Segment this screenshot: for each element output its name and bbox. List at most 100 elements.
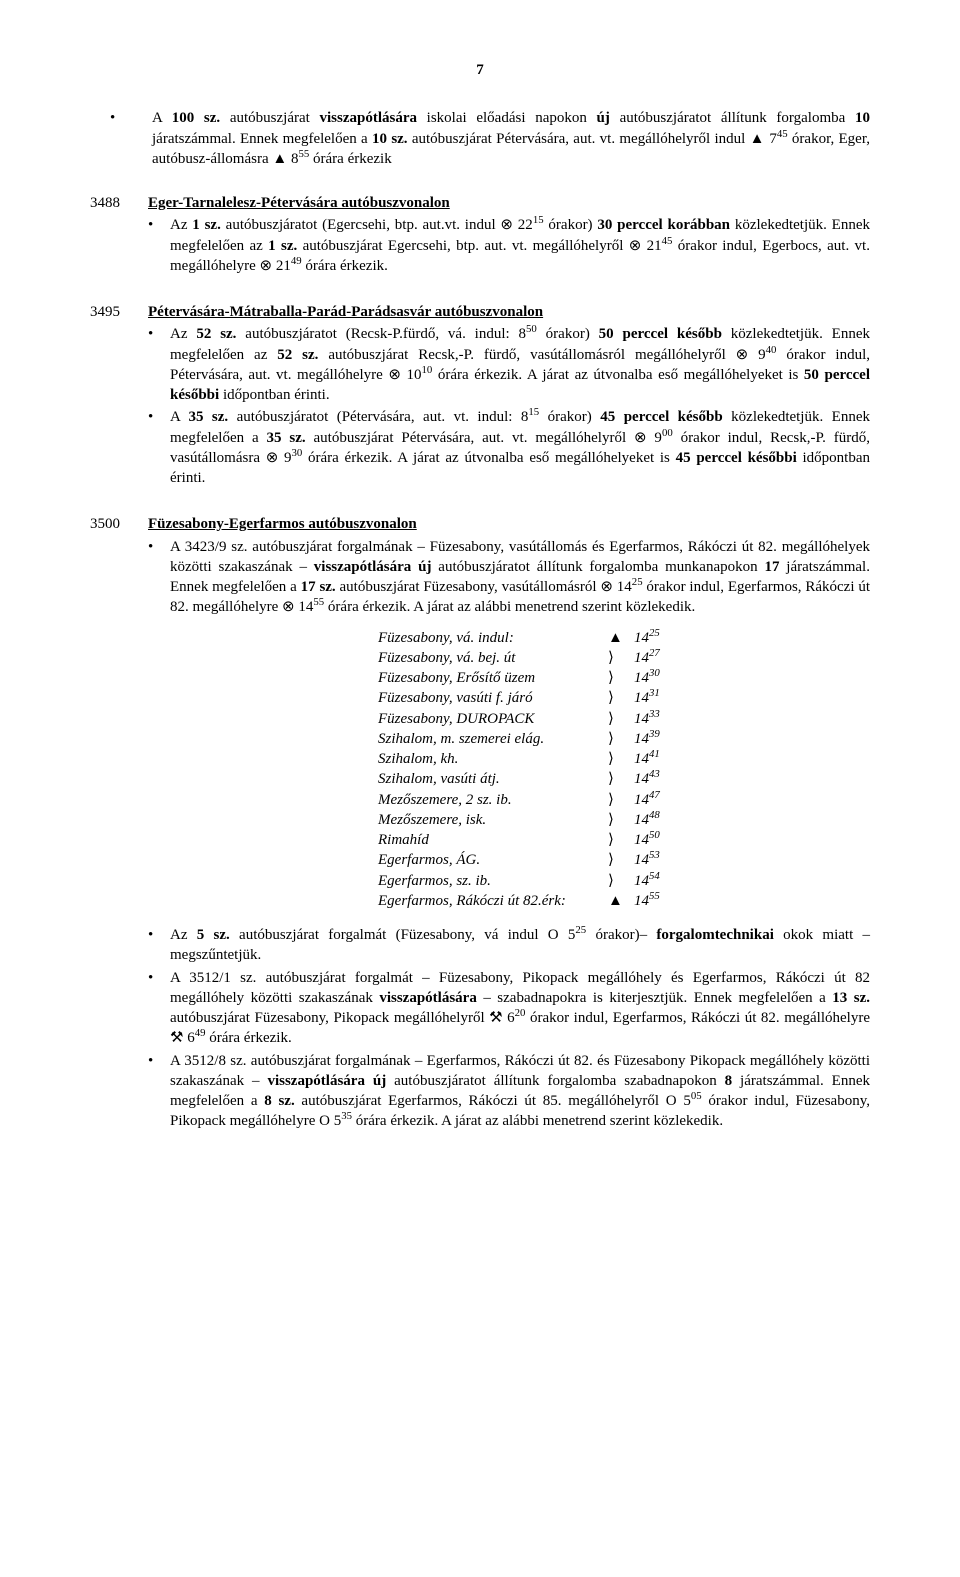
bullet-dot: • — [148, 1051, 170, 1132]
bullet-dot: • — [148, 968, 170, 1049]
section-header: 3500Füzesabony-Egerfarmos autóbuszvonalo… — [90, 514, 870, 534]
tt-stop-label: Mezőszemere, 2 sz. ib. — [378, 790, 608, 810]
tt-stop-label: Szihalom, vasúti átj. — [378, 769, 608, 789]
page-number: 7 — [90, 60, 870, 80]
list-item-text: A 3423/9 sz. autóbuszjárat forgalmának –… — [170, 537, 870, 618]
timetable-row: Szihalom, vasúti átj.⟩1443 — [148, 769, 870, 789]
tt-stop-label: Füzesabony, vá. bej. út — [378, 648, 608, 668]
timetable-row: Rimahíd⟩1450 — [148, 830, 870, 850]
tt-time: 1448 — [634, 810, 684, 830]
section-title: Eger-Tarnalelesz-Pétervására autóbuszvon… — [148, 193, 870, 213]
timetable-row: Mezőszemere, 2 sz. ib.⟩1447 — [148, 790, 870, 810]
timetable-row: Egerfarmos, ÁG.⟩1453 — [148, 850, 870, 870]
tt-spacer — [148, 850, 378, 870]
section: 3488Eger-Tarnalelesz-Pétervására autóbus… — [90, 193, 870, 276]
tt-stop-label: Szihalom, m. szemerei elág. — [378, 729, 608, 749]
tt-symbol: ⟩ — [608, 850, 634, 870]
top-paragraph-text: A 100 sz. autóbuszjárat visszapótlására … — [152, 108, 870, 169]
tt-spacer — [148, 709, 378, 729]
list-item-text: A 3512/1 sz. autóbuszjárat forgalmát – F… — [170, 968, 870, 1049]
tt-spacer — [148, 891, 378, 911]
tt-stop-label: Rimahíd — [378, 830, 608, 850]
tt-spacer — [148, 790, 378, 810]
section-title: Pétervására-Mátraballa-Parád-Parádsasvár… — [148, 302, 870, 322]
tt-time: 1455 — [634, 891, 684, 911]
tt-symbol: ▲ — [608, 628, 634, 648]
tt-spacer — [148, 810, 378, 830]
tt-time: 1430 — [634, 668, 684, 688]
tt-symbol: ⟩ — [608, 749, 634, 769]
list-item: •Az 1 sz. autóbuszjáratot (Egercsehi, bt… — [148, 215, 870, 276]
timetable-row: Füzesabony, vasúti f. járó⟩1431 — [148, 688, 870, 708]
tt-time: 1425 — [634, 628, 684, 648]
tt-symbol: ⟩ — [608, 729, 634, 749]
tt-stop-label: Egerfarmos, ÁG. — [378, 850, 608, 870]
tt-spacer — [148, 628, 378, 648]
timetable: Füzesabony, vá. indul:▲1425Füzesabony, v… — [148, 628, 870, 912]
tt-stop-label: Mezőszemere, isk. — [378, 810, 608, 830]
tt-spacer — [148, 688, 378, 708]
timetable-row: Füzesabony, vá. bej. út⟩1427 — [148, 648, 870, 668]
section-header: 3488Eger-Tarnalelesz-Pétervására autóbus… — [90, 193, 870, 213]
section: 3500Füzesabony-Egerfarmos autóbuszvonalo… — [90, 514, 870, 1131]
section-number: 3500 — [90, 514, 148, 534]
tt-spacer — [148, 749, 378, 769]
tt-stop-label: Füzesabony, vasúti f. járó — [378, 688, 608, 708]
tt-time: 1439 — [634, 729, 684, 749]
tt-symbol: ⟩ — [608, 769, 634, 789]
tt-time: 1427 — [634, 648, 684, 668]
section-number: 3495 — [90, 302, 148, 322]
tt-symbol: ⟩ — [608, 648, 634, 668]
list-item-text: Az 5 sz. autóbuszjárat forgalmát (Füzesa… — [170, 925, 870, 966]
tt-symbol: ⟩ — [608, 871, 634, 891]
timetable-row: Egerfarmos, sz. ib.⟩1454 — [148, 871, 870, 891]
tt-stop-label: Füzesabony, vá. indul: — [378, 628, 608, 648]
tt-spacer — [148, 769, 378, 789]
bullet-dot: • — [90, 108, 152, 169]
bullet-list: •A 3423/9 sz. autóbuszjárat forgalmának … — [148, 537, 870, 1132]
section: 3495Pétervására-Mátraballa-Parád-Parádsa… — [90, 302, 870, 488]
timetable-row: Szihalom, kh.⟩1441 — [148, 749, 870, 769]
list-item: •A 3512/8 sz. autóbuszjárat forgalmának … — [148, 1051, 870, 1132]
list-item-text: Az 52 sz. autóbuszjáratot (Recsk-P.fürdő… — [170, 324, 870, 405]
timetable-row: Szihalom, m. szemerei elág.⟩1439 — [148, 729, 870, 749]
list-item-text: A 3512/8 sz. autóbuszjárat forgalmának –… — [170, 1051, 870, 1132]
list-item: •A 3512/1 sz. autóbuszjárat forgalmát – … — [148, 968, 870, 1049]
tt-symbol: ▲ — [608, 891, 634, 911]
tt-symbol: ⟩ — [608, 668, 634, 688]
list-item: •Az 5 sz. autóbuszjárat forgalmát (Füzes… — [148, 925, 870, 966]
timetable-row: Füzesabony, DUROPACK⟩1433 — [148, 709, 870, 729]
tt-time: 1450 — [634, 830, 684, 850]
tt-time: 1443 — [634, 769, 684, 789]
tt-symbol: ⟩ — [608, 688, 634, 708]
bullet-list: •Az 1 sz. autóbuszjáratot (Egercsehi, bt… — [148, 215, 870, 276]
tt-time: 1441 — [634, 749, 684, 769]
timetable-row: Füzesabony, Erősítő üzem⟩1430 — [148, 668, 870, 688]
tt-symbol: ⟩ — [608, 790, 634, 810]
bullet-dot: • — [148, 407, 170, 488]
bullet-dot: • — [148, 215, 170, 276]
tt-symbol: ⟩ — [608, 810, 634, 830]
tt-stop-label: Egerfarmos, Rákóczi út 82.érk: — [378, 891, 608, 911]
tt-spacer — [148, 648, 378, 668]
tt-spacer — [148, 729, 378, 749]
tt-time: 1433 — [634, 709, 684, 729]
list-item: •Az 52 sz. autóbuszjáratot (Recsk-P.fürd… — [148, 324, 870, 405]
tt-stop-label: Egerfarmos, sz. ib. — [378, 871, 608, 891]
tt-stop-label: Szihalom, kh. — [378, 749, 608, 769]
tt-symbol: ⟩ — [608, 830, 634, 850]
list-item: •A 3423/9 sz. autóbuszjárat forgalmának … — [148, 537, 870, 618]
bullet-dot: • — [148, 537, 170, 618]
timetable-row: Füzesabony, vá. indul:▲1425 — [148, 628, 870, 648]
timetable-row: Egerfarmos, Rákóczi út 82.érk:▲1455 — [148, 891, 870, 911]
tt-stop-label: Füzesabony, Erősítő üzem — [378, 668, 608, 688]
list-item-text: A 35 sz. autóbuszjáratot (Pétervására, a… — [170, 407, 870, 488]
tt-spacer — [148, 830, 378, 850]
tt-stop-label: Füzesabony, DUROPACK — [378, 709, 608, 729]
bullet-dot: • — [148, 925, 170, 966]
bullet-dot: • — [148, 324, 170, 405]
section-header: 3495Pétervására-Mátraballa-Parád-Parádsa… — [90, 302, 870, 322]
timetable-row: Mezőszemere, isk.⟩1448 — [148, 810, 870, 830]
tt-time: 1431 — [634, 688, 684, 708]
list-item-text: Az 1 sz. autóbuszjáratot (Egercsehi, btp… — [170, 215, 870, 276]
